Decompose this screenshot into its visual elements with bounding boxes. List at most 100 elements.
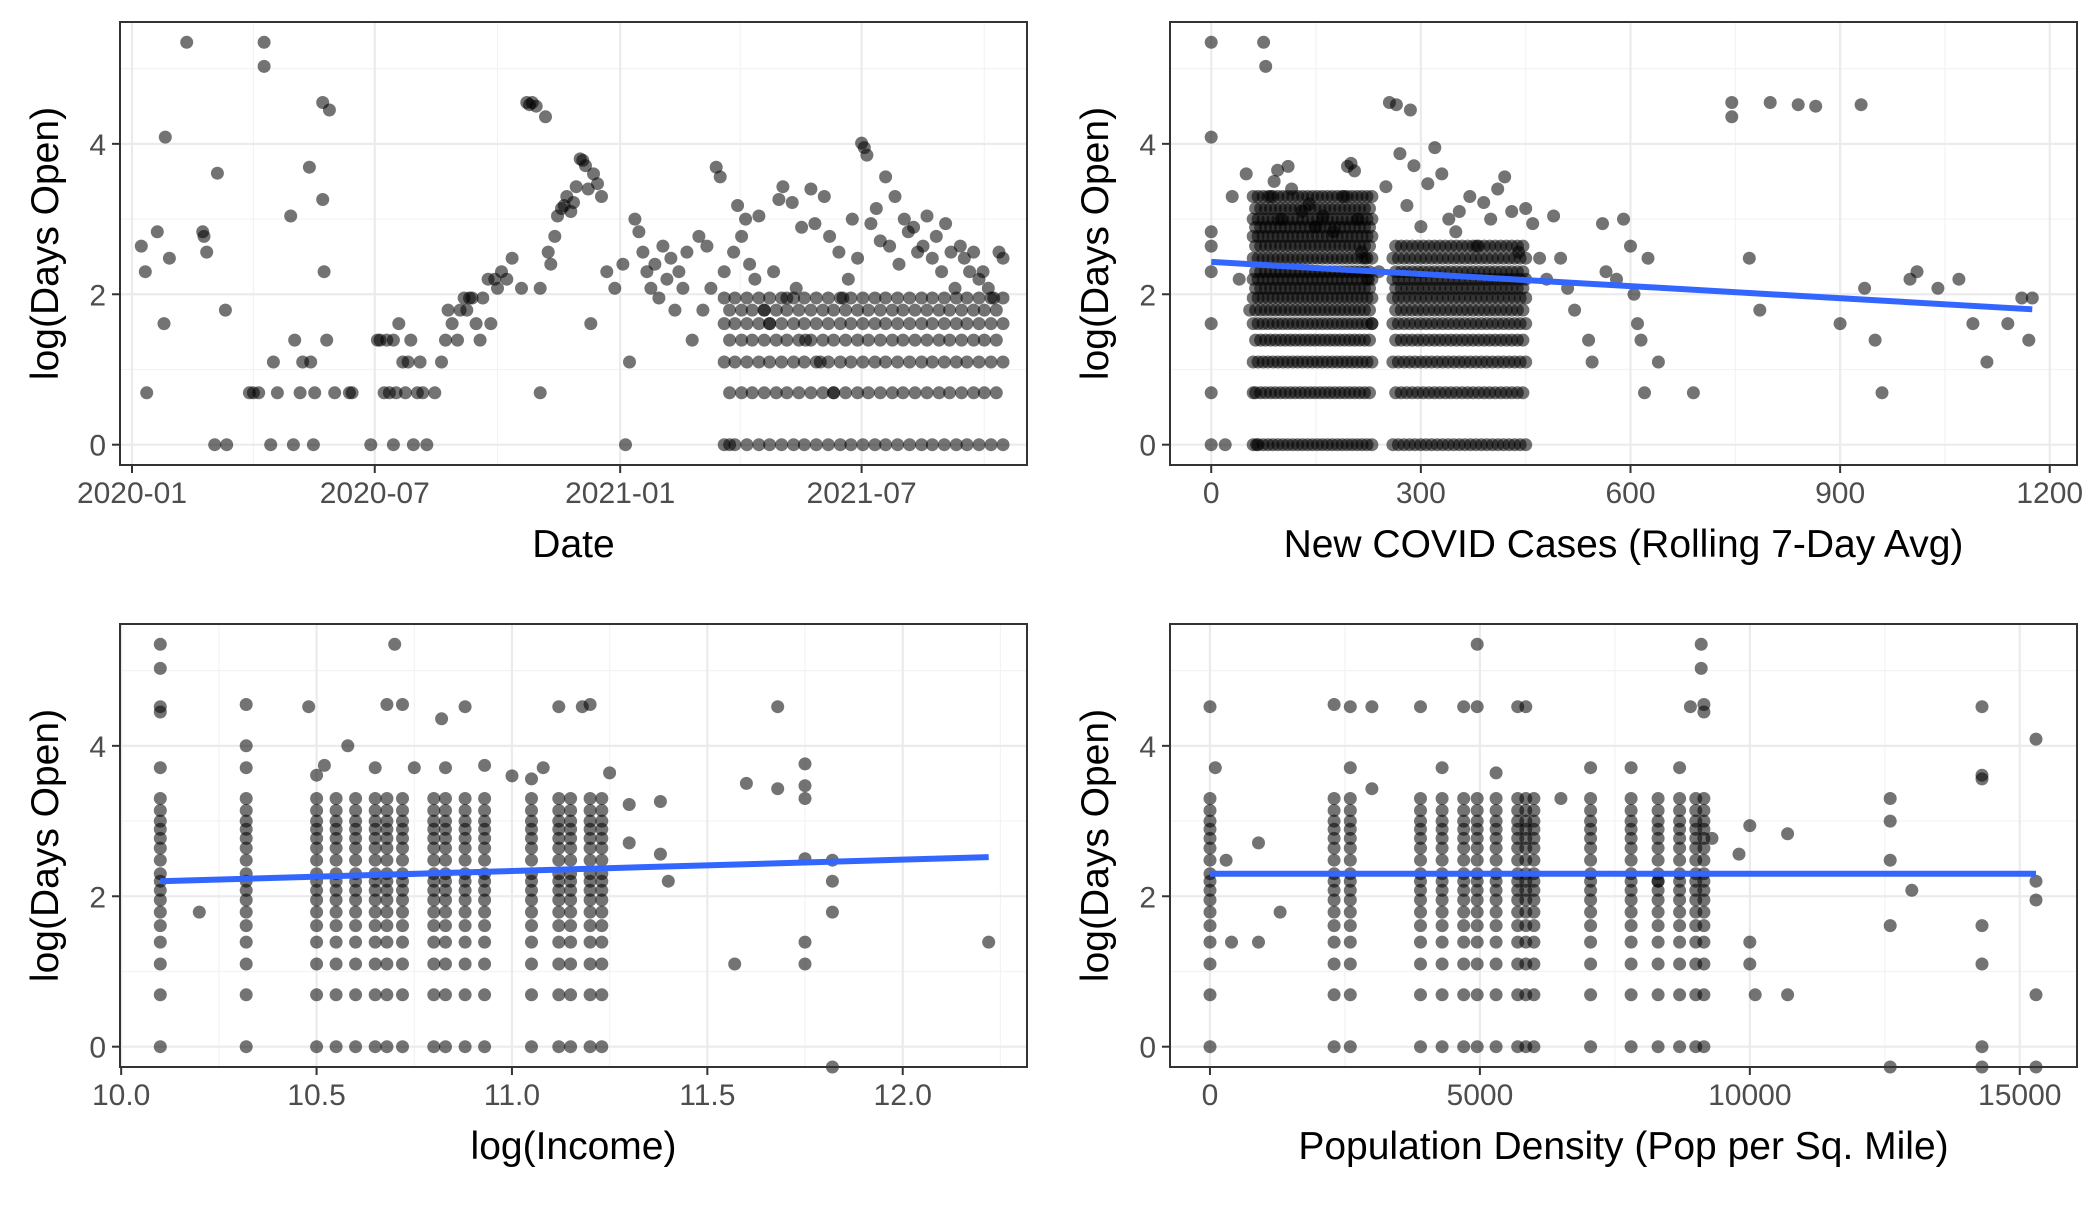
data-point bbox=[1219, 853, 1233, 867]
data-point bbox=[949, 438, 963, 452]
data-point bbox=[972, 317, 986, 331]
data-point bbox=[809, 291, 823, 305]
data-point bbox=[915, 355, 929, 369]
data-point bbox=[1204, 317, 1218, 331]
data-point bbox=[368, 792, 382, 805]
data-point bbox=[1584, 831, 1598, 845]
data-point bbox=[1407, 159, 1421, 173]
data-point bbox=[595, 957, 609, 971]
data-point bbox=[972, 438, 986, 452]
data-point bbox=[1527, 831, 1541, 845]
data-point bbox=[1527, 957, 1541, 971]
data-point bbox=[728, 355, 742, 369]
data-point bbox=[1470, 841, 1484, 855]
data-points bbox=[1204, 35, 2039, 452]
data-point bbox=[396, 919, 409, 933]
chart-panel-date: 2020-01 2020-07 2021-01 2021-07 0 2 4 Date log(D… bbox=[24, 21, 1028, 566]
data-point bbox=[1526, 217, 1540, 231]
data-point bbox=[1343, 792, 1357, 805]
data-point bbox=[977, 386, 991, 400]
data-point bbox=[293, 386, 307, 400]
data-point bbox=[595, 853, 609, 867]
data-point bbox=[775, 355, 789, 369]
data-point bbox=[2022, 333, 2036, 347]
data-point bbox=[717, 317, 731, 331]
data-point bbox=[763, 438, 777, 452]
data-point bbox=[897, 212, 911, 226]
data-point bbox=[984, 291, 998, 305]
data-point bbox=[955, 333, 969, 347]
data-point bbox=[896, 303, 910, 317]
data-point bbox=[552, 804, 566, 817]
data-point bbox=[1673, 1040, 1687, 1054]
data-point bbox=[903, 291, 917, 305]
data-point bbox=[153, 988, 167, 1002]
data-point bbox=[903, 317, 917, 331]
data-point bbox=[1327, 935, 1341, 949]
data-point bbox=[380, 792, 394, 805]
data-point bbox=[1435, 893, 1449, 907]
data-point bbox=[1203, 804, 1217, 817]
data-point bbox=[1491, 182, 1505, 196]
data-point bbox=[150, 225, 164, 239]
data-point bbox=[727, 245, 741, 259]
data-point bbox=[1435, 988, 1449, 1002]
data-point bbox=[368, 761, 382, 775]
data-point bbox=[349, 988, 363, 1002]
data-point bbox=[1753, 303, 1767, 317]
data-point bbox=[723, 333, 737, 347]
data-point bbox=[996, 291, 1010, 305]
data-point bbox=[608, 281, 622, 295]
data-point bbox=[963, 265, 977, 279]
data-point bbox=[239, 841, 253, 855]
data-point bbox=[473, 333, 487, 347]
data-point bbox=[595, 988, 609, 1002]
data-point bbox=[439, 883, 452, 897]
data-point bbox=[1697, 705, 1711, 719]
data-point bbox=[595, 1040, 609, 1054]
data-point bbox=[821, 317, 835, 331]
data-point bbox=[723, 386, 737, 400]
data-point bbox=[817, 190, 831, 203]
data-point bbox=[1457, 935, 1471, 949]
data-point bbox=[380, 988, 394, 1002]
data-point bbox=[1414, 792, 1427, 805]
data-point bbox=[1414, 957, 1427, 971]
data-point bbox=[780, 386, 794, 400]
data-point bbox=[153, 792, 167, 805]
data-point bbox=[1651, 1040, 1665, 1054]
data-point bbox=[239, 935, 253, 949]
data-point bbox=[920, 303, 934, 317]
data-point bbox=[1519, 317, 1533, 331]
data-point bbox=[380, 831, 394, 845]
data-point bbox=[1833, 317, 1847, 331]
data-point bbox=[1584, 1040, 1598, 1054]
data-point bbox=[873, 386, 887, 400]
data-point bbox=[809, 438, 823, 452]
data-point bbox=[220, 438, 234, 452]
data-point bbox=[1414, 831, 1427, 845]
data-point bbox=[1763, 96, 1777, 109]
data-point bbox=[1624, 814, 1638, 828]
data-point bbox=[304, 355, 318, 369]
data-point bbox=[525, 957, 538, 971]
data-point bbox=[380, 853, 394, 867]
data-point bbox=[1781, 988, 1795, 1002]
data-point bbox=[1516, 303, 1530, 317]
data-point bbox=[564, 804, 578, 817]
data-point bbox=[903, 355, 917, 369]
data-point bbox=[757, 386, 771, 400]
data-point bbox=[851, 333, 865, 347]
data-point bbox=[939, 217, 953, 231]
data-point bbox=[696, 303, 710, 317]
data-point bbox=[368, 957, 382, 971]
data-point bbox=[798, 779, 812, 793]
data-point bbox=[1470, 893, 1484, 907]
data-point bbox=[427, 841, 441, 855]
data-point bbox=[451, 333, 464, 347]
data-point bbox=[1697, 919, 1711, 933]
data-point bbox=[525, 804, 538, 817]
data-point bbox=[349, 792, 363, 805]
data-point bbox=[769, 303, 783, 317]
data-point bbox=[583, 841, 597, 855]
